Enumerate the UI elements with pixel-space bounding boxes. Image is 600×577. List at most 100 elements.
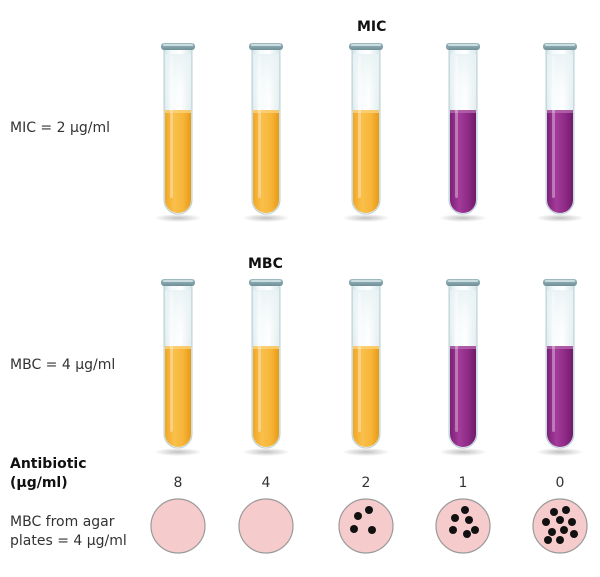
mic-tube-1 — [154, 43, 202, 222]
mic-tube-5 — [536, 43, 584, 222]
tube-empty-space — [450, 290, 476, 346]
agar-plate-3 — [338, 498, 394, 554]
tube-highlight — [170, 292, 173, 432]
agar-plate-2 — [238, 498, 294, 554]
bacterial-colony — [560, 526, 568, 534]
tubes-layer — [154, 43, 584, 456]
tube-shadow — [439, 214, 487, 222]
tube-empty-space — [165, 290, 191, 346]
mic-tube-3 — [342, 43, 390, 222]
tube-shadow — [242, 214, 290, 222]
tube-rim-highlight — [163, 280, 193, 282]
tube-liquid — [165, 110, 191, 213]
concentration-label: 0 — [555, 475, 565, 491]
tube-rim-highlight — [251, 280, 281, 282]
agar-plate-1 — [150, 498, 206, 554]
tube-rim-highlight — [545, 280, 575, 282]
mic-tube-4 — [439, 43, 487, 222]
bacterial-colony — [350, 525, 358, 533]
tube-rim-highlight — [351, 280, 381, 282]
mbc-heading: MBC — [248, 256, 283, 272]
tube-rim-highlight — [351, 44, 381, 46]
tube-empty-space — [165, 54, 191, 110]
bacterial-colony — [471, 526, 479, 534]
tube-liquid — [450, 346, 476, 447]
tube-liquid-surface — [547, 346, 573, 349]
tube-highlight — [358, 56, 361, 198]
tube-highlight — [258, 292, 261, 432]
antibiotic-title: Antibiotic (µg/ml) — [10, 455, 87, 493]
bacterial-colony — [556, 516, 564, 524]
tube-highlight — [552, 292, 555, 432]
bacterial-colony — [463, 530, 471, 538]
tube-liquid — [547, 110, 573, 213]
agar-plate-disc — [435, 498, 491, 554]
bacterial-colony — [548, 528, 556, 536]
antibiotic-title-line2: (µg/ml) — [10, 475, 68, 491]
tube-shadow — [439, 448, 487, 456]
bacterial-colony — [365, 506, 373, 514]
tube-liquid-surface — [165, 110, 191, 113]
plates-label: MBC from agar plates = 4 µg/ml — [10, 513, 127, 551]
tube-empty-space — [353, 54, 379, 110]
tube-empty-space — [547, 290, 573, 346]
tube-shadow — [536, 448, 584, 456]
agar-plate-disc — [238, 498, 294, 554]
mbc-tube-4 — [439, 279, 487, 456]
bacterial-colony — [451, 514, 459, 522]
tube-shadow — [242, 448, 290, 456]
tube-rim-highlight — [545, 44, 575, 46]
plates-label-line2: plates = 4 µg/ml — [10, 533, 127, 549]
tube-liquid-surface — [253, 346, 279, 349]
plates-layer — [150, 498, 588, 554]
bacterial-colony — [461, 506, 469, 514]
tube-liquid — [253, 346, 279, 447]
tube-rim-highlight — [163, 44, 193, 46]
tube-rim-highlight — [448, 280, 478, 282]
mbc-row-label: MBC = 4 µg/ml — [10, 357, 116, 373]
tube-liquid-surface — [450, 346, 476, 349]
tube-liquid-surface — [165, 346, 191, 349]
concentration-label: 2 — [361, 475, 371, 491]
tube-highlight — [358, 292, 361, 432]
agar-plate-disc — [150, 498, 206, 554]
bacterial-colony — [449, 526, 457, 534]
tube-liquid — [547, 346, 573, 447]
bacterial-colony — [568, 518, 576, 526]
tube-liquid-surface — [450, 110, 476, 113]
mbc-tube-5 — [536, 279, 584, 456]
mic-heading: MIC — [357, 19, 387, 35]
agar-plate-5 — [532, 498, 588, 554]
tube-highlight — [170, 56, 173, 198]
tube-highlight — [258, 56, 261, 198]
tube-shadow — [536, 214, 584, 222]
concentration-label: 8 — [173, 475, 183, 491]
bacterial-colony — [368, 526, 376, 534]
tube-liquid-surface — [353, 346, 379, 349]
bacterial-colony — [544, 536, 552, 544]
mic-row-label: MIC = 2 µg/ml — [10, 120, 111, 136]
tube-highlight — [455, 56, 458, 198]
tube-liquid-surface — [353, 110, 379, 113]
concentration-label: 1 — [458, 475, 468, 491]
tube-rim-highlight — [251, 44, 281, 46]
tube-liquid-surface — [547, 110, 573, 113]
bacterial-colony — [542, 518, 550, 526]
agar-plate-4 — [435, 498, 491, 554]
tube-liquid-surface — [253, 110, 279, 113]
bacterial-colony — [570, 530, 578, 538]
tube-shadow — [154, 214, 202, 222]
mbc-tube-2 — [242, 279, 290, 456]
tube-shadow — [154, 448, 202, 456]
bacterial-colony — [562, 506, 570, 514]
tube-highlight — [552, 56, 555, 198]
agar-plate-disc — [338, 498, 394, 554]
bacterial-colony — [550, 508, 558, 516]
tube-liquid — [450, 110, 476, 213]
tube-empty-space — [450, 54, 476, 110]
bacterial-colony — [556, 536, 564, 544]
tube-highlight — [455, 292, 458, 432]
tube-empty-space — [547, 54, 573, 110]
agar-plate-disc — [532, 498, 588, 554]
